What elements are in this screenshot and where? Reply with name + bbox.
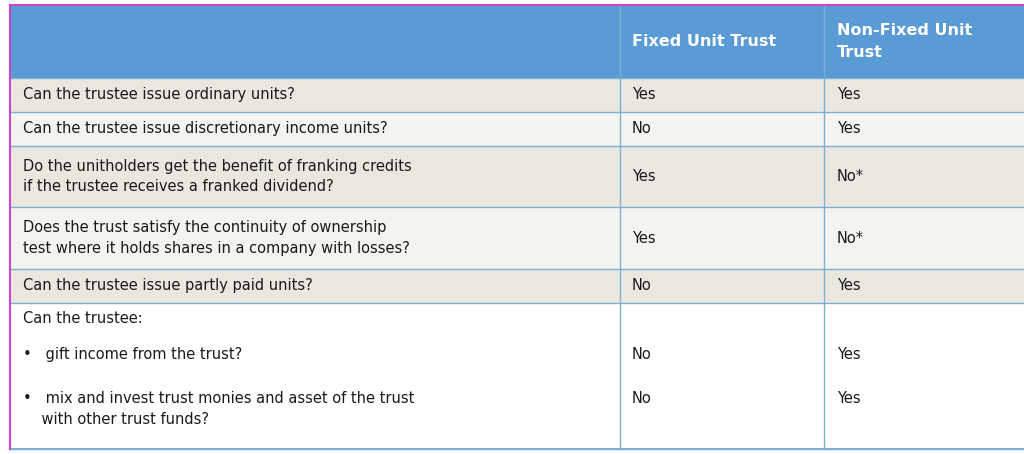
Text: Can the trustee issue discretionary income units?: Can the trustee issue discretionary inco… <box>23 121 387 136</box>
Text: Yes: Yes <box>837 347 860 362</box>
Text: Yes: Yes <box>632 87 655 102</box>
Text: Can the trustee:: Can the trustee: <box>23 311 142 326</box>
Bar <box>10 146 620 207</box>
Text: Non-Fixed Unit
Trust: Non-Fixed Unit Trust <box>837 23 972 60</box>
Text: Yes: Yes <box>632 169 655 184</box>
Bar <box>620 303 824 449</box>
Bar <box>620 78 824 112</box>
Text: •   gift income from the trust?: • gift income from the trust? <box>23 347 242 362</box>
Text: Can the trustee issue ordinary units?: Can the trustee issue ordinary units? <box>23 87 295 102</box>
Bar <box>824 207 1024 269</box>
Text: No: No <box>632 121 651 136</box>
Bar <box>10 5 620 78</box>
Text: Yes: Yes <box>837 391 860 406</box>
Bar <box>824 146 1024 207</box>
Bar <box>10 269 620 303</box>
Bar <box>824 303 1024 449</box>
Text: No: No <box>632 347 651 362</box>
Text: Yes: Yes <box>837 121 860 136</box>
Text: No: No <box>632 278 651 293</box>
Bar <box>10 303 620 449</box>
Text: •   mix and invest trust monies and asset of the trust
    with other trust fund: • mix and invest trust monies and asset … <box>23 391 414 427</box>
Bar <box>824 5 1024 78</box>
Bar <box>10 207 620 269</box>
Bar <box>620 207 824 269</box>
Text: Do the unitholders get the benefit of franking credits
if the trustee receives a: Do the unitholders get the benefit of fr… <box>23 159 412 194</box>
Bar <box>620 112 824 146</box>
Text: Yes: Yes <box>837 87 860 102</box>
Bar <box>620 146 824 207</box>
Text: Fixed Unit Trust: Fixed Unit Trust <box>632 34 776 49</box>
Bar <box>10 78 620 112</box>
Bar <box>824 269 1024 303</box>
Bar <box>620 5 824 78</box>
Text: Can the trustee issue partly paid units?: Can the trustee issue partly paid units? <box>23 278 312 293</box>
Bar <box>620 269 824 303</box>
Bar <box>10 112 620 146</box>
Text: No*: No* <box>837 169 863 184</box>
Text: Yes: Yes <box>837 278 860 293</box>
Bar <box>824 112 1024 146</box>
Text: No: No <box>632 391 651 406</box>
Bar <box>824 78 1024 112</box>
Text: Yes: Yes <box>632 231 655 246</box>
Text: No*: No* <box>837 231 863 246</box>
Text: Does the trust satisfy the continuity of ownership
test where it holds shares in: Does the trust satisfy the continuity of… <box>23 220 410 256</box>
